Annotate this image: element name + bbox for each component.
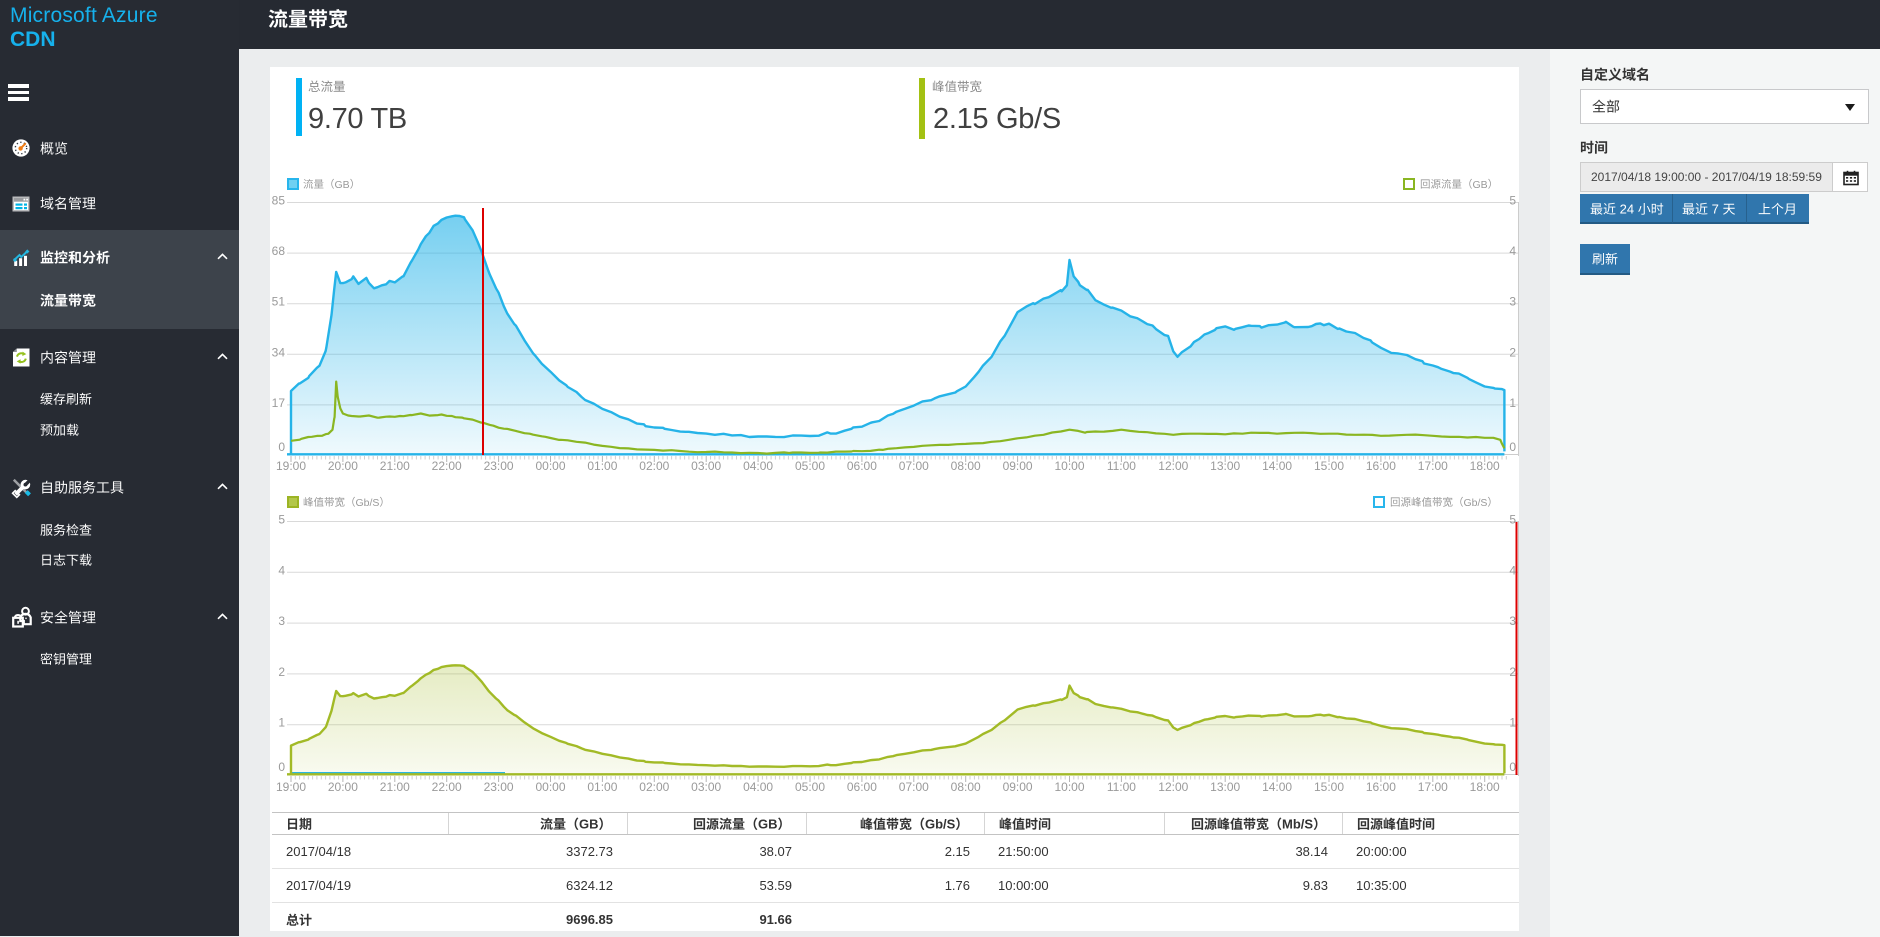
svg-text:17: 17	[272, 396, 286, 410]
svg-text:68: 68	[272, 244, 286, 258]
svg-text:4: 4	[1509, 244, 1516, 258]
svg-text:08:00: 08:00	[951, 459, 981, 473]
svg-text:GB: GB	[1473, 179, 1488, 191]
svg-text:14:00: 14:00	[1262, 459, 1292, 473]
svg-text:17:00: 17:00	[1418, 459, 1448, 473]
svg-text:06:00: 06:00	[847, 780, 877, 794]
svg-text:11:00: 11:00	[1107, 459, 1136, 473]
svg-text:13:00: 13:00	[1210, 780, 1240, 794]
svg-text:34: 34	[272, 345, 286, 359]
svg-text:1: 1	[278, 716, 285, 730]
svg-text:01:00: 01:00	[587, 780, 617, 794]
svg-text:20:00: 20:00	[328, 459, 358, 473]
svg-text:5: 5	[278, 513, 285, 527]
svg-text:2: 2	[1509, 665, 1516, 679]
svg-text:5: 5	[1509, 194, 1516, 208]
svg-text:07:00: 07:00	[899, 459, 929, 473]
svg-text:11:00: 11:00	[1107, 780, 1136, 794]
svg-text:04:00: 04:00	[743, 459, 773, 473]
svg-text:10:00: 10:00	[1054, 459, 1084, 473]
svg-text:23:00: 23:00	[484, 780, 514, 794]
svg-text:02:00: 02:00	[639, 780, 669, 794]
svg-text:24: 24	[1616, 202, 1638, 217]
svg-text:13:00: 13:00	[1210, 459, 1240, 473]
svg-text:GB: GB	[758, 816, 778, 831]
svg-text:0: 0	[278, 760, 285, 774]
svg-text:12:00: 12:00	[1158, 459, 1188, 473]
svg-text:GB: GB	[335, 179, 350, 191]
svg-text:14:00: 14:00	[1262, 780, 1292, 794]
svg-text:21:00: 21:00	[380, 780, 410, 794]
svg-text:2: 2	[278, 665, 285, 679]
svg-text:19:00: 19:00	[276, 780, 306, 794]
svg-text:08:00: 08:00	[951, 780, 981, 794]
svg-text:Gb/S: Gb/S	[356, 497, 380, 509]
svg-text:4: 4	[1509, 563, 1516, 577]
svg-text:51: 51	[272, 295, 286, 309]
svg-text:12:00: 12:00	[1158, 780, 1188, 794]
svg-text:01:00: 01:00	[587, 459, 617, 473]
svg-text:18:00: 18:00	[1470, 459, 1500, 473]
svg-text:00:00: 00:00	[535, 459, 565, 473]
svg-text:85: 85	[272, 194, 286, 208]
svg-text:0: 0	[1509, 440, 1516, 454]
svg-text:00:00: 00:00	[535, 780, 565, 794]
svg-text:0: 0	[278, 440, 285, 454]
svg-text:09:00: 09:00	[1003, 780, 1033, 794]
svg-text:5: 5	[1509, 513, 1516, 527]
svg-text:1: 1	[1509, 716, 1516, 730]
svg-text:23:00: 23:00	[484, 459, 514, 473]
svg-text:Mb/S: Mb/S	[1282, 816, 1313, 831]
svg-text:16:00: 16:00	[1366, 780, 1396, 794]
svg-text:03:00: 03:00	[691, 459, 721, 473]
svg-text:06:00: 06:00	[847, 459, 877, 473]
svg-text:2: 2	[1509, 345, 1516, 359]
svg-text:18:00: 18:00	[1470, 780, 1500, 794]
svg-text:4: 4	[278, 563, 285, 577]
svg-text:07:00: 07:00	[899, 780, 929, 794]
svg-text:04:00: 04:00	[743, 780, 773, 794]
svg-text:3: 3	[1509, 614, 1516, 628]
svg-text:7: 7	[1708, 202, 1722, 217]
svg-text:03:00: 03:00	[691, 780, 721, 794]
svg-text:05:00: 05:00	[795, 459, 825, 473]
svg-text:Gb/S: Gb/S	[925, 816, 956, 831]
svg-text:1: 1	[1509, 396, 1516, 410]
svg-text:09:00: 09:00	[1003, 459, 1033, 473]
svg-text:21:00: 21:00	[380, 459, 410, 473]
svg-text:05:00: 05:00	[795, 780, 825, 794]
svg-text:22:00: 22:00	[432, 459, 462, 473]
svg-text:3: 3	[278, 614, 285, 628]
svg-text:19:00: 19:00	[276, 459, 306, 473]
svg-text:0: 0	[1509, 760, 1516, 774]
svg-text:17:00: 17:00	[1418, 780, 1448, 794]
svg-text:GB: GB	[579, 816, 599, 831]
svg-text:02:00: 02:00	[639, 459, 669, 473]
svg-text:3: 3	[1509, 295, 1516, 309]
svg-text:22:00: 22:00	[432, 780, 462, 794]
svg-text:15:00: 15:00	[1314, 459, 1344, 473]
svg-text:Gb/S: Gb/S	[1464, 497, 1488, 509]
svg-text:15:00: 15:00	[1314, 780, 1344, 794]
svg-text:20:00: 20:00	[328, 780, 358, 794]
svg-text:10:00: 10:00	[1054, 780, 1084, 794]
svg-text:16:00: 16:00	[1366, 459, 1396, 473]
